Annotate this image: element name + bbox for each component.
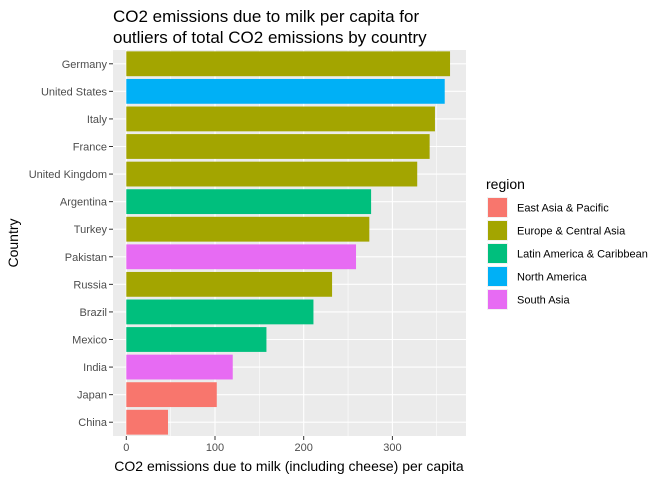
y-tick-label: Brazil xyxy=(79,307,107,319)
y-axis-title: Country xyxy=(5,218,21,267)
chart-title-line-2: outliers of total CO2 emissions by count… xyxy=(113,28,427,47)
y-tick-label: India xyxy=(83,362,108,374)
legend-title: region xyxy=(486,176,525,192)
legend-swatch xyxy=(488,290,507,309)
y-tick-label: United States xyxy=(41,86,108,98)
bar-germany xyxy=(126,51,451,77)
legend-entry: South Asia xyxy=(487,289,570,310)
bar-russia xyxy=(126,271,333,297)
legend-swatch xyxy=(488,221,507,240)
legend-label: North America xyxy=(517,272,588,284)
bar-india xyxy=(126,354,233,380)
x-tick-label: 200 xyxy=(295,442,313,454)
bar-united-states xyxy=(126,78,445,104)
legend-swatch xyxy=(488,198,507,217)
legend-entry: Latin America & Caribbean xyxy=(487,243,648,264)
chart-title: CO2 emissions due to milk per capita for… xyxy=(113,7,427,47)
y-tick-label: Mexico xyxy=(72,335,107,347)
legend-swatch xyxy=(488,267,507,286)
y-axis-ticks: Germany United States Italy France United Ki… xyxy=(29,59,113,429)
chart-title-line-1: CO2 emissions due to milk per capita for xyxy=(113,7,419,26)
y-tick-label: France xyxy=(73,142,107,154)
legend-label: South Asia xyxy=(517,295,570,307)
x-axis-title: CO2 emissions due to milk (including che… xyxy=(114,458,464,474)
bar-japan xyxy=(126,382,217,408)
legend-label: Europe & Central Asia xyxy=(517,226,626,238)
bar-italy xyxy=(126,106,435,132)
y-tick-label: Argentina xyxy=(60,197,108,209)
bar-pakistan xyxy=(126,244,357,270)
legend: region East Asia & Pacific Europe & Centr… xyxy=(486,176,648,310)
bar-china xyxy=(126,409,168,435)
bar-brazil xyxy=(126,299,314,325)
bar-argentina xyxy=(126,189,372,215)
y-tick-label: China xyxy=(78,417,108,429)
legend-entry: North America xyxy=(487,266,588,287)
bar-united-kingdom xyxy=(126,161,418,187)
y-tick-label: Japan xyxy=(77,390,107,402)
x-tick-label: 0 xyxy=(123,442,129,454)
y-tick-label: United Kingdom xyxy=(29,169,107,181)
x-tick-label: 300 xyxy=(383,442,401,454)
legend-entry: Europe & Central Asia xyxy=(487,220,626,241)
y-tick-label: Pakistan xyxy=(65,252,107,264)
legend-swatch xyxy=(488,244,507,263)
y-tick-label: Germany xyxy=(62,59,108,71)
y-tick-label: Turkey xyxy=(74,224,108,236)
bar-turkey xyxy=(126,216,370,242)
bar-mexico xyxy=(126,327,267,352)
y-tick-label: Italy xyxy=(87,114,108,126)
legend-entry: East Asia & Pacific xyxy=(487,197,609,218)
x-tick-label: 100 xyxy=(206,442,224,454)
legend-label: East Asia & Pacific xyxy=(517,203,609,215)
bars xyxy=(126,51,451,435)
legend-label: Latin America & Caribbean xyxy=(517,249,648,261)
x-axis-ticks: 0 100 200 300 xyxy=(123,436,402,454)
bar-france xyxy=(126,134,430,159)
y-tick-label: Russia xyxy=(73,279,108,291)
